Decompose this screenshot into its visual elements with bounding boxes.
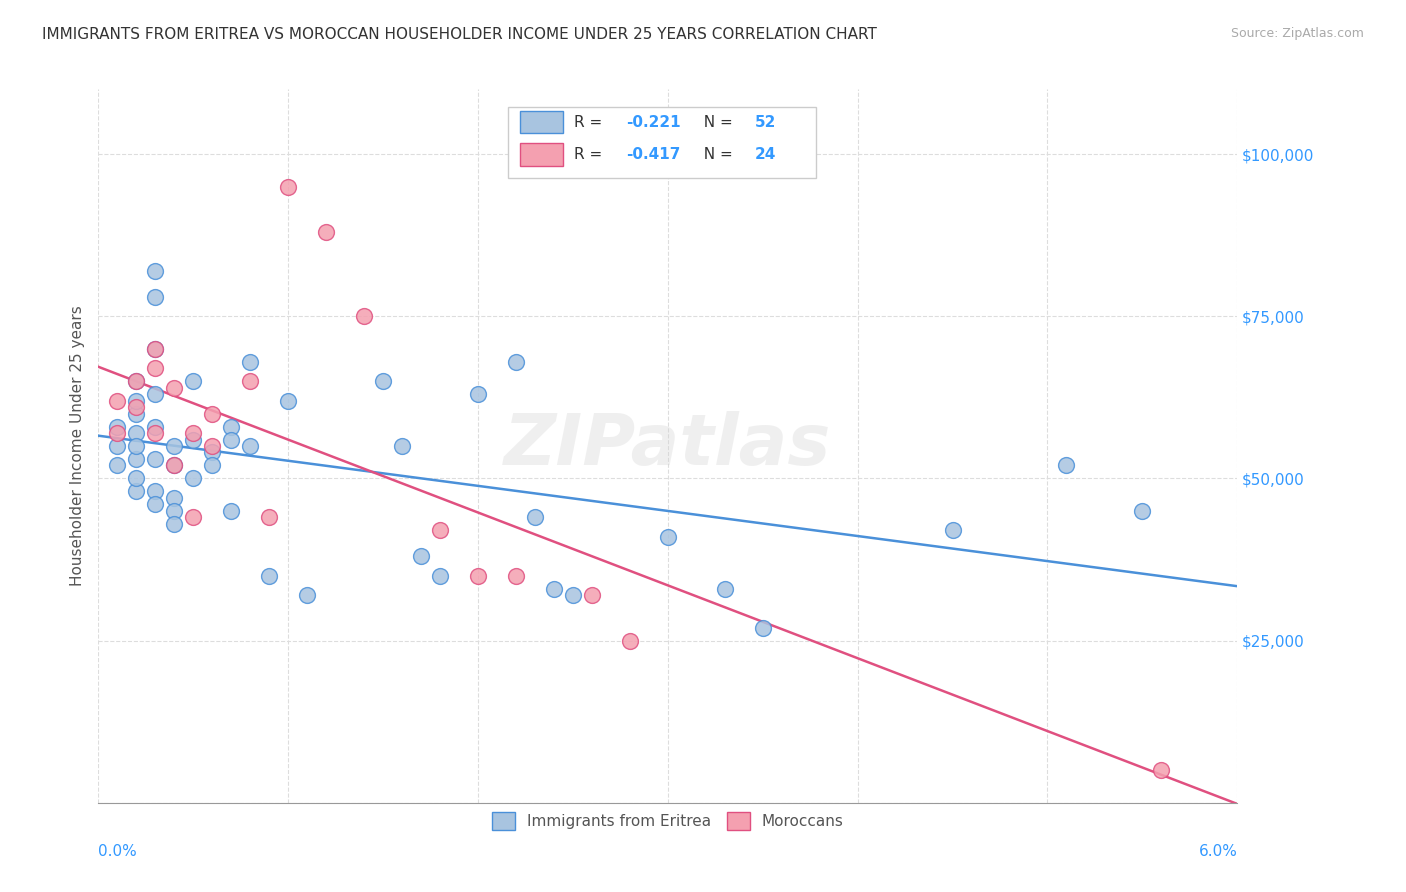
- Point: [183, 510, 205, 524]
- Point: [125, 425, 148, 440]
- Point: [183, 471, 205, 485]
- Point: [201, 458, 224, 473]
- Point: [581, 588, 603, 602]
- Point: [201, 407, 224, 421]
- Point: [145, 342, 167, 356]
- Text: 0.0%: 0.0%: [98, 845, 138, 860]
- Point: [125, 374, 148, 388]
- Point: [125, 374, 148, 388]
- Text: 6.0%: 6.0%: [1198, 845, 1237, 860]
- Text: R =: R =: [575, 114, 607, 129]
- Point: [467, 387, 489, 401]
- Point: [505, 354, 527, 368]
- Text: N =: N =: [695, 146, 738, 161]
- Point: [125, 484, 148, 499]
- Point: [315, 225, 337, 239]
- Point: [163, 516, 186, 531]
- Point: [125, 400, 148, 414]
- Text: -0.221: -0.221: [626, 114, 681, 129]
- Point: [259, 568, 281, 582]
- Point: [353, 310, 375, 324]
- Point: [467, 568, 489, 582]
- Point: [145, 484, 167, 499]
- Y-axis label: Householder Income Under 25 years: Householder Income Under 25 years: [69, 306, 84, 586]
- Point: [714, 582, 737, 596]
- Point: [107, 439, 129, 453]
- Point: [145, 342, 167, 356]
- Point: [619, 633, 641, 648]
- Point: [125, 439, 148, 453]
- Point: [163, 491, 186, 505]
- Point: [125, 393, 148, 408]
- Point: [239, 439, 262, 453]
- Point: [107, 425, 129, 440]
- Point: [107, 458, 129, 473]
- Point: [429, 568, 451, 582]
- Point: [183, 425, 205, 440]
- Text: Source: ZipAtlas.com: Source: ZipAtlas.com: [1230, 27, 1364, 40]
- Point: [259, 510, 281, 524]
- Point: [145, 361, 167, 376]
- Point: [221, 433, 243, 447]
- Point: [163, 381, 186, 395]
- Point: [107, 393, 129, 408]
- Text: 52: 52: [755, 114, 776, 129]
- Point: [107, 419, 129, 434]
- Point: [1150, 764, 1173, 778]
- Point: [562, 588, 585, 602]
- Text: IMMIGRANTS FROM ERITREA VS MOROCCAN HOUSEHOLDER INCOME UNDER 25 YEARS CORRELATIO: IMMIGRANTS FROM ERITREA VS MOROCCAN HOUS…: [42, 27, 877, 42]
- Point: [163, 439, 186, 453]
- Point: [1132, 504, 1154, 518]
- Point: [524, 510, 547, 524]
- Text: N =: N =: [695, 114, 738, 129]
- Point: [752, 621, 775, 635]
- Text: ZIPatlas: ZIPatlas: [505, 411, 831, 481]
- Legend: Immigrants from Eritrea, Moroccans: Immigrants from Eritrea, Moroccans: [485, 804, 851, 838]
- Point: [221, 504, 243, 518]
- Point: [1056, 458, 1078, 473]
- Point: [183, 374, 205, 388]
- Point: [163, 504, 186, 518]
- Point: [277, 393, 299, 408]
- Point: [221, 419, 243, 434]
- Point: [125, 471, 148, 485]
- Point: [145, 290, 167, 304]
- Point: [201, 445, 224, 459]
- FancyBboxPatch shape: [520, 111, 562, 134]
- Point: [145, 387, 167, 401]
- Point: [201, 439, 224, 453]
- Point: [145, 264, 167, 278]
- FancyBboxPatch shape: [509, 107, 815, 178]
- Point: [145, 497, 167, 511]
- Point: [277, 179, 299, 194]
- Point: [163, 458, 186, 473]
- Point: [505, 568, 527, 582]
- Text: R =: R =: [575, 146, 607, 161]
- Point: [163, 458, 186, 473]
- Text: -0.417: -0.417: [626, 146, 681, 161]
- Point: [145, 425, 167, 440]
- Point: [391, 439, 413, 453]
- Point: [942, 524, 965, 538]
- Point: [657, 530, 679, 544]
- Point: [239, 374, 262, 388]
- Point: [411, 549, 433, 564]
- Point: [239, 354, 262, 368]
- Point: [297, 588, 319, 602]
- Point: [371, 374, 394, 388]
- Point: [543, 582, 565, 596]
- Point: [125, 407, 148, 421]
- Text: 24: 24: [755, 146, 776, 161]
- Point: [145, 419, 167, 434]
- Point: [125, 452, 148, 467]
- Point: [145, 452, 167, 467]
- FancyBboxPatch shape: [520, 143, 562, 166]
- Point: [429, 524, 451, 538]
- Point: [183, 433, 205, 447]
